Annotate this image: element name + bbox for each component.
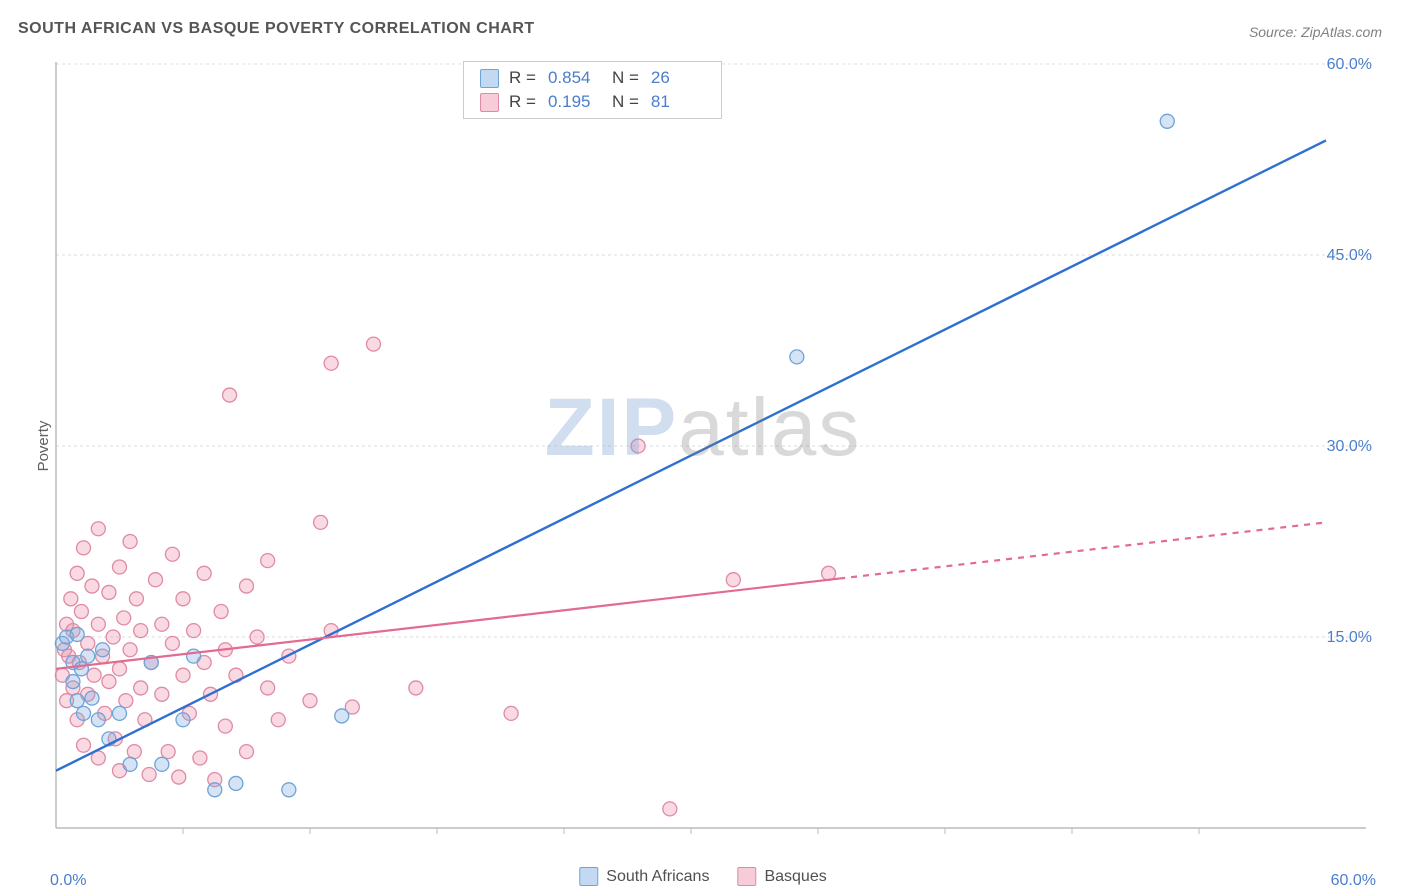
legend-row-sa: R = 0.854 N = 26 [464,66,721,90]
legend-item-sa: South Africans [579,867,709,886]
chart-title: SOUTH AFRICAN VS BASQUE POVERTY CORRELAT… [18,20,535,38]
r-label: R = [509,92,536,112]
n-label: N = [612,68,639,88]
x-axis-min-label: 0.0% [50,872,86,890]
r-value-bq: 0.195 [548,92,602,112]
n-value-bq: 81 [651,92,705,112]
legend-swatch-sa-b [579,867,598,886]
legend-label-sa: South Africans [606,868,709,886]
svg-text:45.0%: 45.0% [1327,247,1372,264]
series-legend: South Africans Basques [579,867,826,886]
legend-label-bq: Basques [764,868,826,886]
r-label: R = [509,68,536,88]
r-value-sa: 0.854 [548,68,602,88]
n-label: N = [612,92,639,112]
legend-swatch-bq [480,93,499,112]
correlation-legend: R = 0.854 N = 26 R = 0.195 N = 81 [463,61,722,119]
plot-svg: 15.0% 30.0% 45.0% 60.0% [50,58,1380,838]
svg-text:30.0%: 30.0% [1327,438,1372,455]
legend-swatch-sa [480,69,499,88]
legend-row-bq: R = 0.195 N = 81 [464,90,721,114]
x-axis-max-label: 60.0% [1331,872,1376,890]
legend-item-bq: Basques [737,867,826,886]
scatter-plot: 15.0% 30.0% 45.0% 60.0% [50,58,1380,838]
source-label: Source: ZipAtlas.com [1249,24,1382,40]
svg-text:60.0%: 60.0% [1327,58,1372,73]
svg-text:15.0%: 15.0% [1327,629,1372,646]
n-value-sa: 26 [651,68,705,88]
legend-swatch-bq-b [737,867,756,886]
